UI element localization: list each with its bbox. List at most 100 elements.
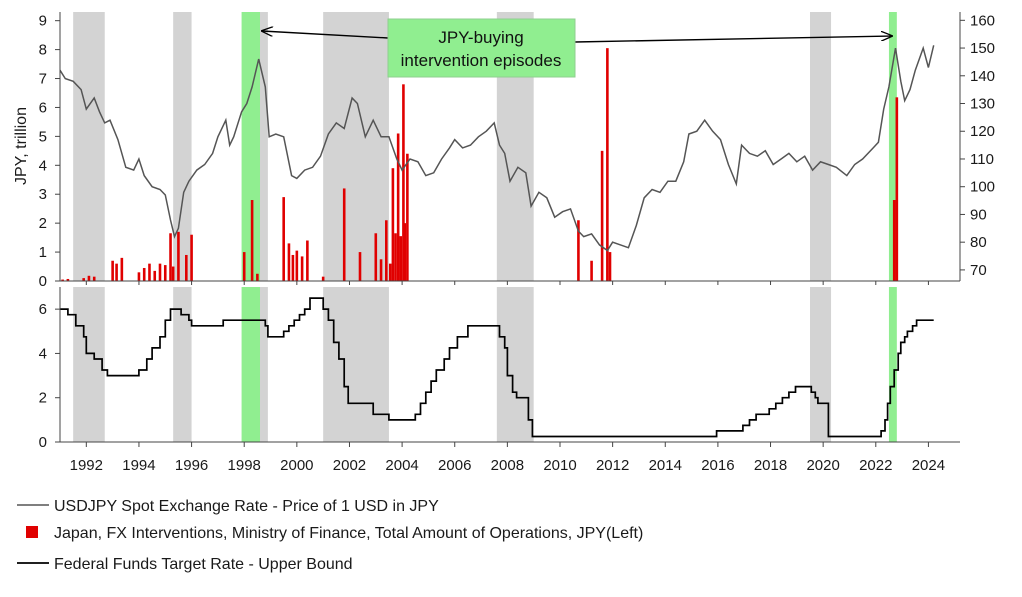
x-tick-label-7: 2006 (438, 457, 471, 474)
bottom-y-tick-label-3: 6 (39, 301, 47, 318)
intervention-bars (61, 48, 899, 281)
x-tick-label-6: 2004 (385, 457, 418, 474)
intervention-bar-3 (87, 275, 91, 281)
top-left-tick-label-0: 0 (39, 273, 47, 290)
legend: USDJPY Spot Exchange Rate - Price of 1 U… (17, 498, 643, 573)
intervention-bar-16 (177, 231, 180, 281)
bottom-y-tick-label-0: 0 (39, 434, 47, 451)
recession-band-bottom-3 (323, 287, 389, 442)
intervention-bar-1 (66, 278, 70, 281)
annotation-box (387, 18, 576, 78)
annotation-text-line2: intervention episodes (401, 51, 562, 70)
x-tick-label-10: 2012 (596, 457, 629, 474)
intervention-bar-25 (295, 250, 299, 281)
recession-band-bottom-2 (260, 287, 268, 442)
top-right-tick-label-7: 140 (970, 68, 995, 85)
intervention-bar-10 (148, 263, 151, 281)
x-tick-label-12: 2016 (701, 457, 734, 474)
intervention-bar-36 (394, 233, 397, 281)
intervention-bar-5 (111, 260, 114, 281)
recession-band-bottom-4 (496, 287, 534, 442)
x-tick-label-9: 2010 (543, 457, 576, 474)
intervention-bar-30 (358, 252, 362, 281)
recession-band-top-5 (810, 12, 832, 281)
bottom-y-ticks: 0 2 4 6 (39, 301, 60, 451)
top-right-tick-label-2: 90 (970, 206, 987, 223)
intervention-bar-32 (379, 259, 383, 281)
top-left-tick-label-1: 1 (39, 244, 47, 261)
recession-band-top-3 (323, 12, 389, 281)
intervention-bar-17 (185, 254, 188, 281)
intervention-bar-47 (892, 200, 896, 281)
legend-label-interventions: Japan, FX Interventions, Ministry of Fin… (54, 525, 643, 542)
intervention-bar-14 (169, 233, 172, 281)
intervention-bar-27 (306, 240, 309, 281)
axes (59, 12, 961, 443)
intervention-bar-23 (287, 243, 291, 281)
top-left-tick-label-5: 5 (39, 128, 47, 145)
intervention-bar-43 (590, 260, 593, 281)
x-tick-label-4: 2000 (280, 457, 313, 474)
intervention-bar-8 (137, 272, 141, 281)
intervention-bar-11 (153, 270, 157, 281)
annotation-arrow-right (574, 36, 892, 43)
annotation-text-line1: JPY-buying (438, 28, 523, 47)
intervention-bar-7 (120, 257, 124, 281)
top-left-tick-label-2: 2 (39, 215, 47, 232)
top-right-tick-label-5: 120 (970, 123, 995, 140)
intervention-bar-12 (158, 263, 162, 281)
top-right-tick-label-9: 160 (970, 12, 995, 29)
intervention-bar-35 (391, 168, 395, 281)
intervention-bar-48 (895, 97, 899, 281)
intervention-bar-20 (250, 200, 254, 281)
intervention-bar-40 (403, 223, 407, 281)
x-tick-label-13: 2018 (754, 457, 787, 474)
intervention-bar-24 (291, 254, 295, 281)
intervention-bar-44 (600, 150, 604, 281)
top-left-tick-label-4: 4 (39, 157, 47, 174)
top-left-tick-label-6: 6 (39, 99, 47, 116)
top-right-tick-label-1: 80 (970, 234, 987, 251)
recession-band-bottom-0 (73, 287, 105, 442)
intervention-bar-29 (342, 188, 346, 281)
intervention-bar-22 (282, 197, 285, 281)
top-left-tick-label-9: 9 (39, 13, 47, 30)
intervention-bar-42 (577, 220, 580, 281)
intervention-bar-31 (374, 233, 378, 281)
top-right-ticks: 70 80 90 100 110 120 130 140 150 160 (960, 12, 995, 279)
intervention-bar-37 (396, 133, 400, 281)
intervention-bar-45 (606, 48, 609, 281)
top-right-tick-label-8: 150 (970, 40, 995, 57)
intervention-bar-0 (61, 279, 64, 281)
fedfunds-series-line (60, 297, 934, 438)
bottom-y-tick-label-2: 4 (39, 345, 47, 362)
intervention-band-bottom-1 (888, 287, 897, 442)
top-left-tick-label-7: 7 (39, 71, 47, 88)
intervention-band-top-0 (241, 12, 260, 281)
x-tick-label-14: 2020 (806, 457, 839, 474)
usdjpy-series-line (60, 45, 935, 252)
legend-marker-interventions (26, 526, 38, 538)
annotation: JPY-buying intervention episodes (262, 18, 892, 78)
x-tick-label-2: 1996 (175, 457, 208, 474)
intervention-bar-19 (242, 252, 246, 281)
x-tick-label-15: 2022 (859, 457, 892, 474)
intervention-bar-4 (92, 276, 96, 281)
x-ticks: 1992 1994 1996 1998 2000 2002 2004 2006 2008 2010… (70, 281, 945, 474)
x-tick-label-16: 2024 (912, 457, 945, 474)
intervention-bar-38 (399, 236, 403, 281)
x-tick-label-1: 1994 (122, 457, 155, 474)
intervention-bar-2 (82, 278, 85, 281)
x-tick-label-0: 1992 (70, 457, 103, 474)
intervention-bar-41 (406, 153, 409, 281)
recession-band-bottom-1 (173, 287, 192, 442)
intervention-bar-34 (388, 263, 392, 281)
legend-label-fedfunds: Federal Funds Target Rate - Upper Bound (54, 556, 353, 573)
x-tick-label-11: 2014 (649, 457, 682, 474)
intervention-bar-15 (171, 266, 175, 281)
recession-band-top-2 (260, 12, 268, 281)
top-left-tick-label-3: 3 (39, 186, 47, 203)
intervention-band-bottom-0 (241, 287, 260, 442)
annotation-arrow-left (262, 31, 389, 39)
